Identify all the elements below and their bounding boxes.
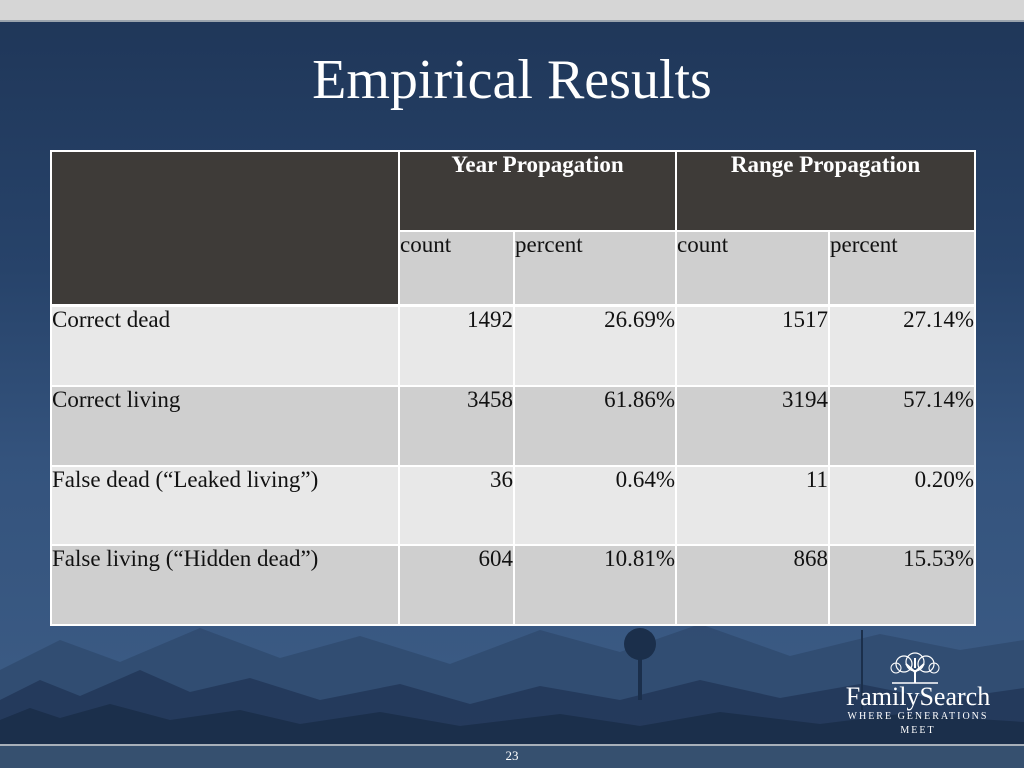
subheader-year-percent: percent [512, 230, 678, 307]
cell-year-percent: 61.86% [512, 384, 678, 467]
subheader-year-count: count [398, 230, 515, 307]
cell-range-percent: 57.14% [828, 384, 977, 467]
bottom-bar [0, 744, 1024, 768]
slide-title: Empirical Results [312, 49, 712, 111]
logo-wordmark: FamilySearch [845, 682, 991, 711]
cell-range-percent: 27.14% [828, 303, 977, 387]
cell-year-percent: 26.69% [512, 303, 678, 387]
row-label: False living (“Hidden dead”) [50, 544, 400, 626]
table-row: Correct dead 1492 26.69% 1517 27.14% [50, 303, 977, 387]
row-label: Correct living [50, 384, 400, 467]
top-divider [0, 20, 1024, 22]
table-row: False dead (“Leaked living”) 36 0.64% 11… [50, 464, 977, 547]
cell-range-count: 868 [675, 544, 831, 626]
table-corner-cell [50, 150, 400, 307]
logo-tagline: WHERE GENERATIONS MEET [847, 711, 989, 736]
cell-year-percent: 0.64% [512, 464, 678, 547]
landscape-silhouette [0, 624, 1024, 746]
cell-year-count: 1492 [398, 303, 515, 387]
top-bar [0, 0, 1024, 20]
cell-range-count: 3194 [675, 384, 831, 467]
cell-range-count: 11 [675, 464, 831, 547]
table-row: False living (“Hidden dead”) 604 10.81% … [50, 544, 977, 626]
subheader-range-count: count [675, 230, 831, 307]
cell-year-count: 36 [398, 464, 515, 547]
header-range-propagation: Range Propagation [675, 150, 977, 232]
cell-range-percent: 15.53% [828, 544, 977, 626]
row-label: Correct dead [50, 303, 400, 387]
cell-range-percent: 0.20% [828, 464, 977, 547]
header-year-propagation: Year Propagation [397, 150, 678, 232]
table-row: Correct living 3458 61.86% 3194 57.14% [50, 384, 977, 467]
cell-range-count: 1517 [675, 303, 831, 387]
cell-year-count: 604 [398, 544, 515, 626]
page-number: 23 [505, 748, 519, 763]
row-label: False dead (“Leaked living”) [50, 464, 400, 547]
cell-year-count: 3458 [398, 384, 515, 467]
cell-year-percent: 10.81% [512, 544, 678, 626]
tree-icon [890, 652, 940, 684]
familysearch-logo: FamilySearch WHERE GENERATIONS MEET [832, 652, 1004, 736]
results-table: Year Propagation Range Propagation count… [50, 150, 977, 626]
subheader-range-percent: percent [828, 230, 977, 307]
